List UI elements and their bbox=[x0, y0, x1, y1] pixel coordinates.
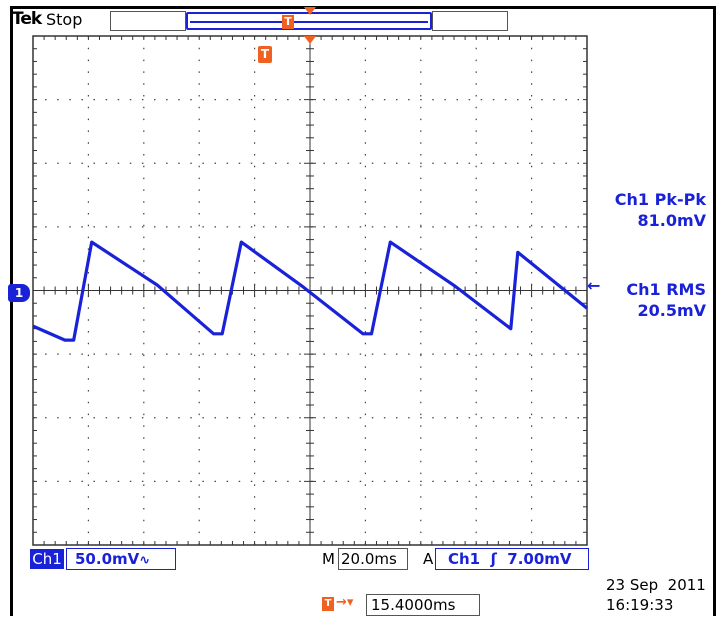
measurement-1-label: Ch1 Pk-Pk bbox=[614, 190, 706, 209]
record-position-marker: T bbox=[282, 15, 294, 29]
horizontal-delay[interactable]: 15.4000ms bbox=[366, 594, 480, 616]
trigger-level: 7.00mV bbox=[507, 550, 572, 568]
timebase-scale[interactable]: 20.0ms bbox=[338, 548, 408, 570]
record-bar-line bbox=[190, 21, 428, 23]
channel-ground-marker[interactable]: 1 bbox=[8, 284, 30, 302]
bandwidth-limit-icon: ∿ bbox=[139, 553, 151, 568]
scope-frame bbox=[10, 6, 716, 616]
trigger-slope-icon: ʃ bbox=[490, 550, 497, 568]
run-status: Stop bbox=[46, 10, 83, 29]
waveform-trace-1 bbox=[32, 240, 589, 342]
timebase-prefix: M bbox=[322, 550, 335, 568]
delay-trigger-icon: T bbox=[322, 597, 334, 611]
channel-label[interactable]: Ch1 bbox=[30, 549, 64, 569]
time-readout: 16:19:33 bbox=[606, 596, 674, 614]
date-readout: 23 Sep 2011 bbox=[606, 576, 706, 594]
trigger-prefix: A bbox=[423, 550, 434, 568]
trigger-position-marker[interactable]: T bbox=[258, 46, 272, 63]
brand-logo: Tek bbox=[12, 9, 42, 29]
header-box-right bbox=[432, 11, 508, 31]
channel-scale[interactable]: 50.0mV∿ bbox=[66, 548, 176, 570]
measurement-2-value: 20.5mV bbox=[637, 301, 706, 320]
header-box-left bbox=[110, 11, 186, 31]
trigger-readout[interactable]: Ch1 ʃ 7.00mV bbox=[435, 548, 589, 570]
trigger-level-icon[interactable]: ← bbox=[587, 276, 601, 295]
measurement-1-value: 81.0mV bbox=[637, 211, 706, 230]
delay-arrow-icon: →▾ bbox=[336, 595, 354, 610]
trigger-position-arrow-icon bbox=[304, 36, 316, 44]
record-position-arrow-icon bbox=[304, 7, 316, 15]
channel-scale-value: 50.0mV bbox=[75, 550, 140, 568]
measurement-2-label: Ch1 RMS bbox=[626, 280, 706, 299]
trigger-source: Ch1 bbox=[448, 550, 481, 568]
